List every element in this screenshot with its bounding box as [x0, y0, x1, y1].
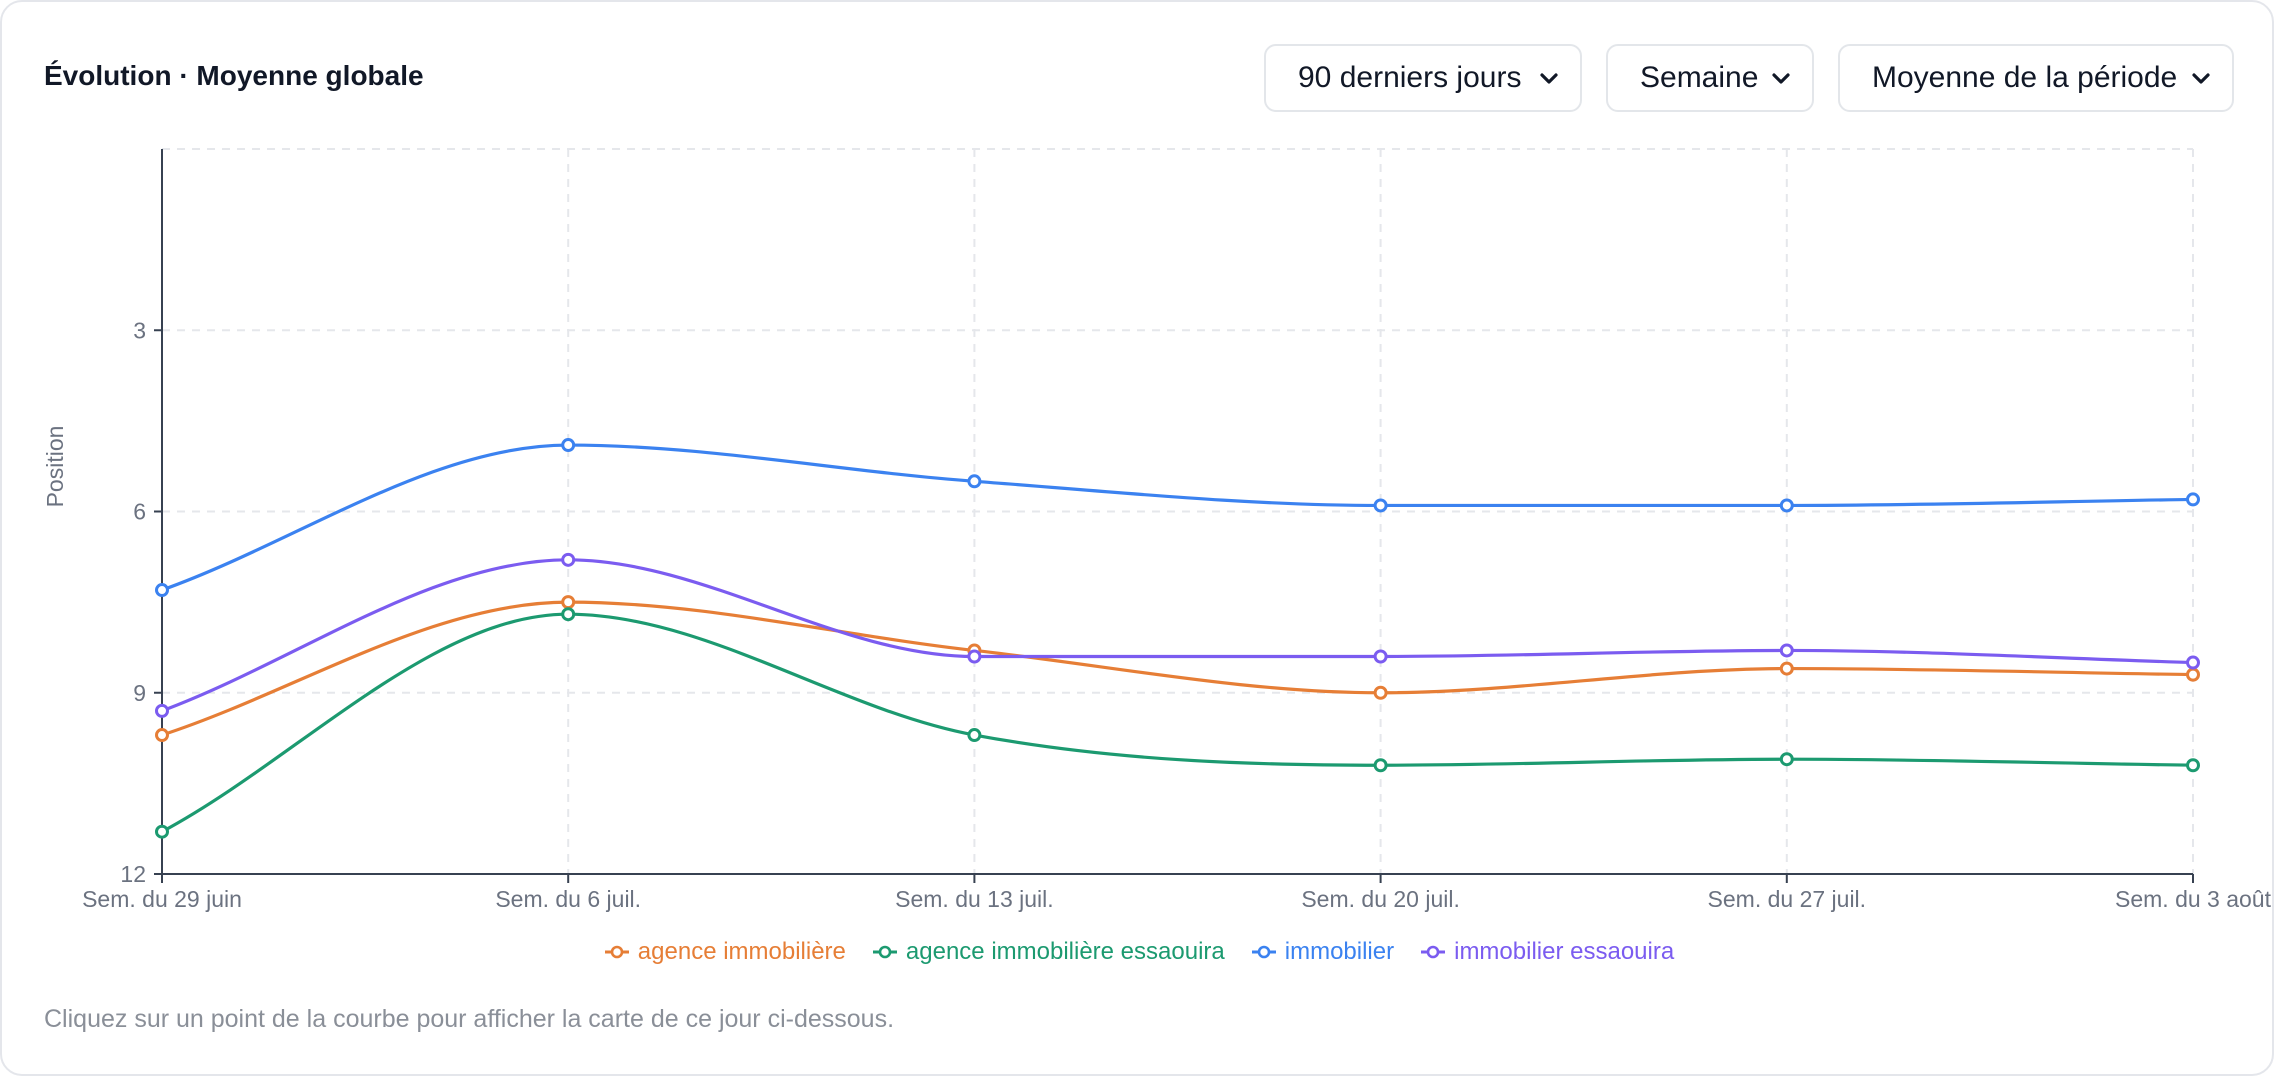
granularity-select[interactable]: Semaine: [1606, 44, 1814, 112]
data-point[interactable]: [155, 583, 169, 598]
data-point[interactable]: [1373, 649, 1388, 664]
chevron-down-icon: [2192, 73, 2210, 84]
series-line: [161, 443, 2194, 592]
aggregation-select-value: Moyenne de la période: [1872, 61, 2178, 94]
legend-label: immobilier: [1284, 938, 1395, 965]
legend-label: agence immobilière essaouira: [905, 938, 1225, 965]
legend-label: agence immobilière: [637, 938, 846, 965]
data-point[interactable]: [561, 552, 576, 567]
data-point[interactable]: [561, 607, 576, 622]
data-point[interactable]: [1373, 758, 1388, 773]
y-axis-label: Position: [42, 426, 68, 508]
legend-item[interactable]: immobilier essaouira: [1420, 938, 1674, 966]
data-point[interactable]: [1373, 498, 1388, 513]
y-tick-label: 9: [133, 680, 146, 706]
data-point[interactable]: [2186, 492, 2200, 507]
y-tick-label: 6: [133, 499, 146, 525]
data-point[interactable]: [2186, 655, 2200, 670]
series-line: [161, 600, 2194, 737]
data-point[interactable]: [1779, 752, 1794, 767]
legend-item[interactable]: agence immobilière: [604, 938, 846, 966]
legend-line-icon: [604, 945, 629, 959]
chart-title: Évolution · Moyenne globale: [44, 60, 424, 91]
data-point[interactable]: [967, 649, 982, 664]
data-point[interactable]: [561, 438, 576, 453]
data-point[interactable]: [155, 728, 169, 743]
legend-item[interactable]: agence immobilière essaouira: [872, 938, 1225, 966]
y-tick-label: 12: [120, 861, 146, 887]
granularity-select-value: Semaine: [1640, 61, 1759, 94]
data-point[interactable]: [967, 474, 982, 489]
period-select-value: 90 derniers jours: [1298, 61, 1522, 94]
data-point[interactable]: [155, 824, 169, 839]
legend-line-icon: [872, 945, 897, 959]
series-line: [161, 612, 2194, 834]
data-point[interactable]: [967, 728, 982, 743]
x-tick-label: Sem. du 29 juin: [82, 886, 242, 912]
data-point[interactable]: [1779, 661, 1794, 676]
y-tick-label: 3: [133, 317, 146, 343]
x-tick-label: Sem. du 3 août: [2115, 886, 2272, 912]
x-tick-label: Sem. du 13 juil.: [895, 886, 1054, 912]
legend-line-icon: [1251, 945, 1276, 959]
data-point[interactable]: [1779, 643, 1794, 658]
data-point[interactable]: [2186, 667, 2200, 682]
series-line: [161, 558, 2194, 713]
data-point[interactable]: [1779, 498, 1794, 513]
legend-label: immobilier essaouira: [1454, 938, 1675, 965]
period-select[interactable]: 90 derniers jours: [1264, 44, 1582, 112]
legend-line-icon: [1421, 945, 1446, 959]
chevron-down-icon: [1772, 73, 1790, 84]
chevron-down-icon: [1540, 73, 1558, 84]
aggregation-select[interactable]: Moyenne de la période: [1838, 44, 2234, 112]
legend-item[interactable]: immobilier: [1251, 938, 1394, 966]
chart-legend: agence immobilière agence immobilière ess…: [2, 938, 2274, 966]
x-tick-label: Sem. du 6 juil.: [495, 886, 641, 912]
x-tick-label: Sem. du 20 juil.: [1301, 886, 1460, 912]
data-point[interactable]: [561, 595, 576, 610]
chart-hint: Cliquez sur un point de la courbe pour a…: [44, 1005, 895, 1033]
data-point[interactable]: [1373, 685, 1388, 700]
x-tick-label: Sem. du 27 juil.: [1708, 886, 1867, 912]
data-point[interactable]: [2186, 758, 2200, 773]
data-point[interactable]: [155, 703, 169, 718]
